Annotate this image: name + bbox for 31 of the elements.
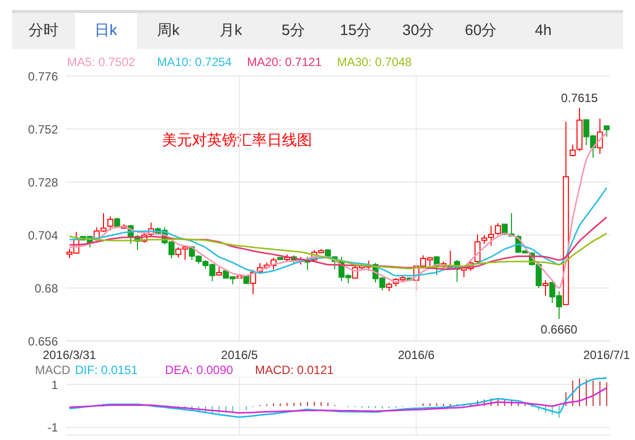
y-tick-label: -1	[47, 420, 58, 435]
text: MA10: 0.7254	[157, 55, 233, 69]
y-tick-label: 0.776	[28, 69, 58, 84]
text: MA20: 0.7121	[247, 55, 323, 69]
text: 分时	[27, 21, 60, 41]
text: 30分	[401, 21, 436, 41]
text: 5分	[280, 21, 306, 41]
text: DIF: 0.0151	[75, 363, 139, 377]
y-tick-label: 0.656	[28, 334, 58, 348]
y-tick-label: 0.728	[28, 175, 58, 190]
text: 15分	[338, 21, 373, 41]
text: 月k	[218, 21, 243, 41]
text: 周k	[156, 21, 180, 41]
x-tick-label: 2016/7/1	[583, 348, 630, 362]
x-tick-label: 2016/3/31	[42, 348, 96, 362]
annotation: 0.6660	[540, 322, 578, 336]
y-tick-label: 1	[51, 378, 58, 392]
annotation: 0.7615	[561, 91, 598, 106]
y-tick-label: 0.752	[28, 122, 58, 136]
text: 60分	[464, 21, 498, 41]
x-tick-label: 2016/6	[398, 348, 435, 362]
text: MA5: 0.7502	[67, 55, 136, 69]
text: 4h	[534, 21, 553, 41]
text: 日k	[74, 13, 137, 49]
text: MA30: 0.7048	[337, 55, 413, 69]
y-tick-label: 0.68	[34, 281, 58, 296]
x-tick-label: 2016/5	[221, 348, 258, 362]
y-tick-label: 0.704	[28, 228, 58, 242]
text: MACD: 0.0121	[255, 363, 335, 377]
chart-title: MACD	[35, 363, 72, 377]
text: DEA: 0.0090	[165, 363, 234, 377]
